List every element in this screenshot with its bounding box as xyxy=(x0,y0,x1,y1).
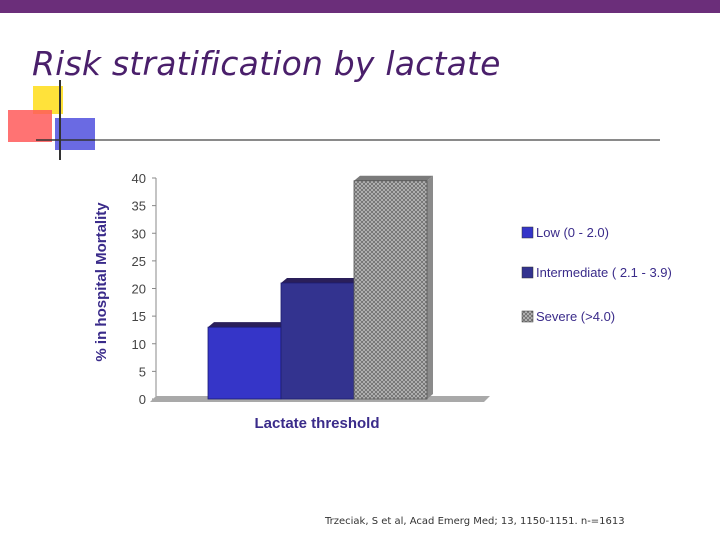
y-tick-label: 10 xyxy=(132,337,146,352)
bar-top-face xyxy=(208,322,287,328)
yellow-square xyxy=(33,86,63,114)
mortality-bar-chart: % in hospital Mortality 0 5 10 15 20 25 30 35 40… xyxy=(93,171,672,432)
y-axis-label: % in hospital Mortality xyxy=(93,202,110,362)
bar-2 xyxy=(280,282,355,400)
y-axis-ticks: 0 5 10 15 20 25 30 35 40 xyxy=(132,171,156,407)
y-tick-label: 25 xyxy=(132,254,146,269)
legend-swatch-1 xyxy=(521,226,534,239)
y-tick-label: 30 xyxy=(132,226,146,241)
bar-top-face xyxy=(281,277,360,283)
y-tick-label: 0 xyxy=(139,392,146,407)
bar-top-face xyxy=(354,175,433,181)
bar-3 xyxy=(353,180,428,400)
title-underline xyxy=(95,139,660,141)
blue-square xyxy=(55,118,95,150)
red-square xyxy=(8,110,52,142)
legend-swatch-3 xyxy=(521,310,534,323)
bars-group xyxy=(207,175,433,400)
slide-title: Risk stratification by lactate xyxy=(32,44,501,83)
decorative-corner-graphic xyxy=(8,80,120,160)
y-tick-label: 15 xyxy=(132,309,146,324)
legend-label-2: Intermediate ( 2.1 - 3.9) xyxy=(536,265,672,280)
y-tick-label: 40 xyxy=(132,171,146,186)
y-tick-label: 35 xyxy=(132,199,146,214)
citation-text: Trzeciak, S et al, Acad Emerg Med; 13, 1… xyxy=(325,516,625,527)
legend-swatch-2 xyxy=(521,266,534,279)
legend-label-1: Low (0 - 2.0) xyxy=(536,225,609,240)
y-tick-label: 20 xyxy=(132,282,146,297)
legend-label-3: Severe (>4.0) xyxy=(536,309,615,324)
bar-side-face xyxy=(427,175,433,399)
chart-legend: Low (0 - 2.0) Intermediate ( 2.1 - 3.9) Se… xyxy=(521,225,672,324)
top-accent-bar xyxy=(0,0,720,13)
x-axis-label: Lactate threshold xyxy=(254,415,379,432)
bar-1 xyxy=(207,326,282,400)
y-tick-label: 5 xyxy=(139,364,146,379)
